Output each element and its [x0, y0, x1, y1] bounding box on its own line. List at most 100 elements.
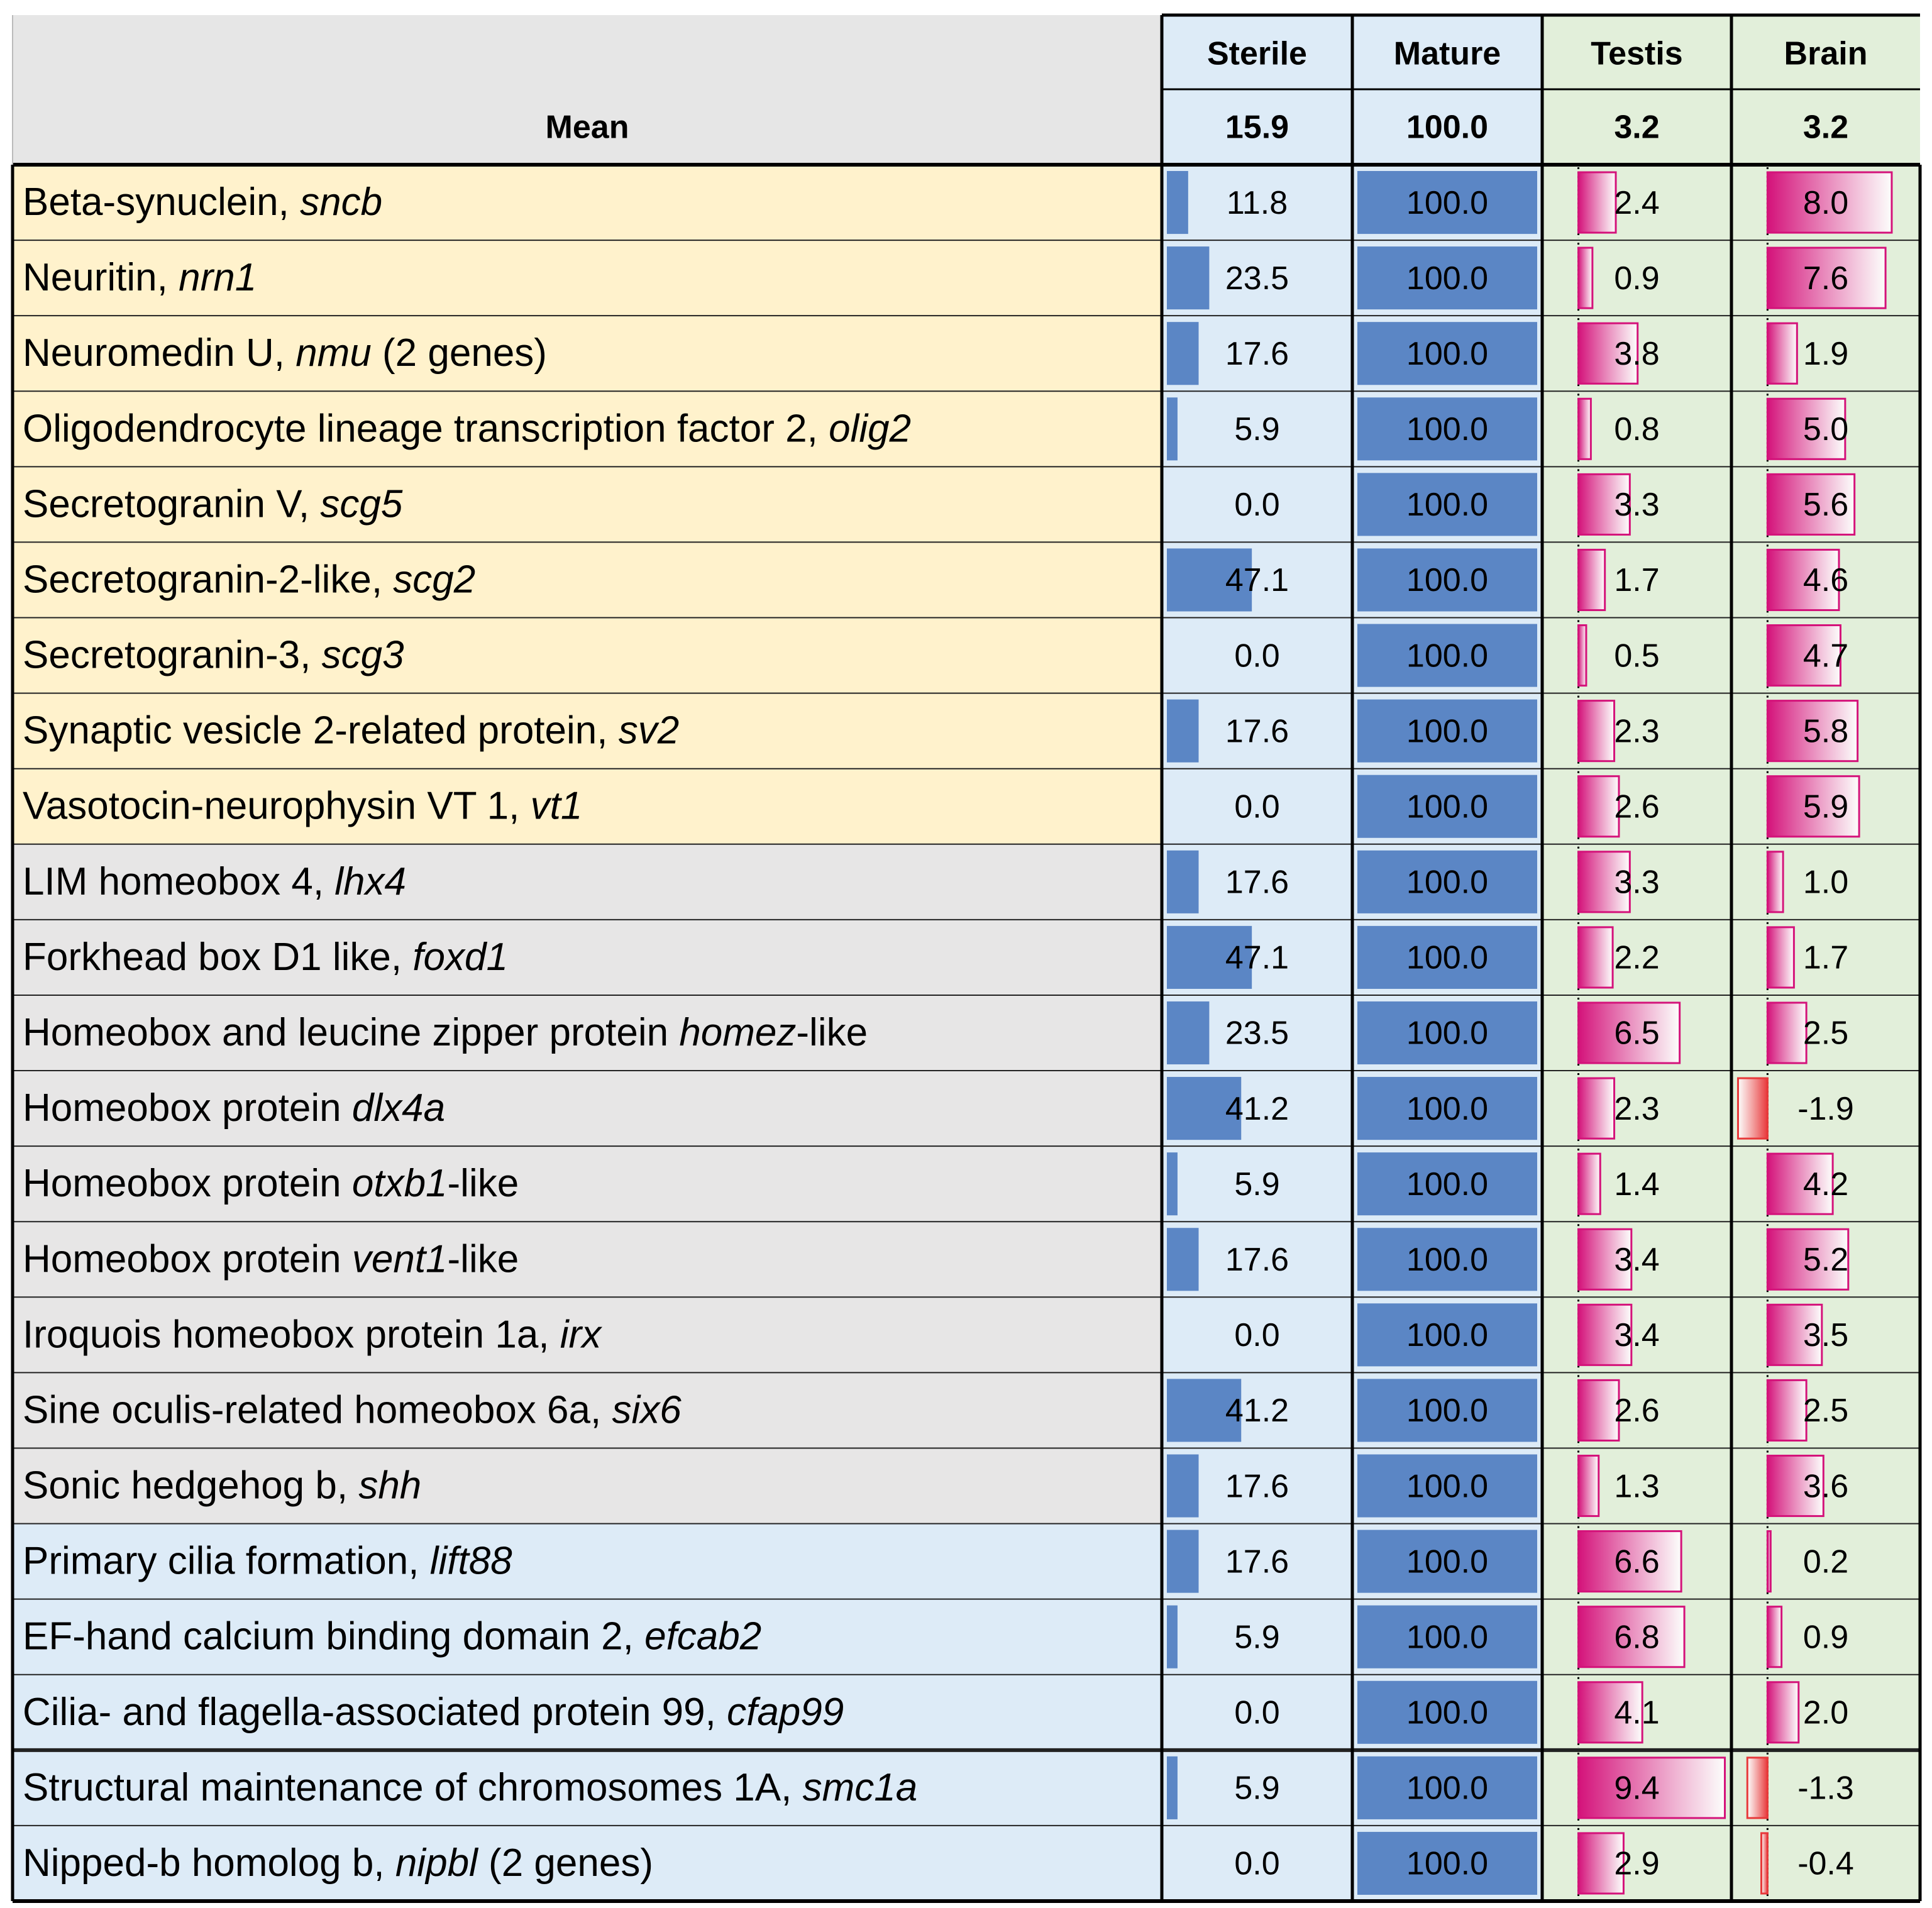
row-label: Synaptic vesicle 2-related protein, sv2	[23, 709, 679, 753]
bar	[1357, 1756, 1537, 1819]
cell-value: 0.9	[1803, 1619, 1848, 1655]
cell-value: 47.1	[1225, 562, 1289, 598]
row-label: Neuromedin U, nmu (2 genes)	[23, 332, 547, 375]
bar	[1357, 1303, 1537, 1367]
cell-value: 100.0	[1406, 864, 1488, 901]
bar	[1167, 171, 1188, 234]
cell-value: 6.8	[1614, 1619, 1659, 1655]
label-part: dlx4a	[352, 1086, 445, 1130]
row-label: Beta-synuclein, sncb	[23, 180, 382, 224]
row-label: Primary cilia formation, lift88	[23, 1540, 512, 1583]
value-cell	[1542, 466, 1731, 543]
label-part: olig2	[829, 407, 911, 451]
bar	[1357, 624, 1537, 687]
cell-value: 17.6	[1225, 713, 1289, 749]
cell-value: 100.0	[1406, 1015, 1488, 1052]
label-part: Primary cilia formation,	[23, 1540, 430, 1583]
label-part: otxb1	[352, 1162, 448, 1206]
value-cell	[1731, 1674, 1920, 1750]
cell-value: 3.5	[1803, 1317, 1848, 1354]
bar	[1357, 850, 1537, 913]
cell-value: 100.0	[1406, 1695, 1488, 1731]
cell-value: 3.3	[1614, 864, 1659, 901]
column-name: Mature	[1394, 36, 1501, 72]
header-cell	[13, 15, 1162, 165]
value-cell	[1162, 1599, 1352, 1675]
row-label: Vasotocin-neurophysin VT 1, vt1	[23, 785, 582, 828]
cell-value: 100.0	[1406, 562, 1488, 598]
label-part: Homeobox protein	[23, 1238, 352, 1281]
label-part: nrn1	[179, 256, 257, 300]
header-title: Mean	[546, 109, 629, 146]
bar	[1357, 246, 1537, 310]
bar	[1577, 1756, 1726, 1819]
value-cell	[1162, 1750, 1352, 1826]
value-cell	[1162, 1297, 1352, 1373]
bar	[1577, 1228, 1633, 1291]
bar	[1766, 700, 1859, 763]
value-cell	[1542, 240, 1731, 316]
value-cell	[1731, 919, 1920, 995]
label-part: shh	[358, 1464, 421, 1508]
bar	[1766, 473, 1856, 536]
cell-value: 2.9	[1614, 1846, 1659, 1882]
cell-value: 5.9	[1234, 1619, 1279, 1655]
cell-value: 100.0	[1406, 1242, 1488, 1278]
label-cell	[13, 1221, 1162, 1298]
label-part: efcab2	[644, 1615, 761, 1658]
row-label: EF-hand calcium binding domain 2, efcab2	[23, 1615, 761, 1658]
bar	[1357, 1605, 1537, 1668]
cell-value: 23.5	[1225, 1015, 1289, 1052]
cell-value: 5.9	[1803, 788, 1848, 825]
cell-value: 41.2	[1225, 1091, 1289, 1127]
bar	[1357, 1228, 1537, 1291]
cell-value: -1.9	[1797, 1091, 1854, 1127]
bar	[1577, 171, 1617, 234]
cell-value: 100.0	[1406, 1317, 1488, 1354]
cell-value: 100.0	[1406, 411, 1488, 448]
label-part: nipbl	[395, 1841, 479, 1885]
label-part: Iroquois homeobox protein 1a,	[23, 1313, 560, 1357]
bar	[1167, 1001, 1210, 1065]
value-cell	[1731, 1297, 1920, 1373]
value-cell	[1162, 1825, 1352, 1901]
bar	[1167, 1756, 1178, 1819]
bar	[1167, 548, 1252, 612]
label-part: Secretogranin V,	[23, 483, 320, 526]
cell-value: 0.0	[1234, 1846, 1279, 1882]
cell-value: 100.0	[1406, 1091, 1488, 1127]
cell-value: 6.5	[1614, 1015, 1659, 1052]
label-part: -like	[448, 1162, 519, 1206]
row-label: Secretogranin V, scg5	[23, 483, 403, 526]
label-part: six6	[612, 1389, 682, 1432]
cell-value: 100.0	[1406, 713, 1488, 749]
column-name: Sterile	[1207, 36, 1307, 72]
label-part: sncb	[300, 180, 382, 224]
label-part: Nipped-b homolog b,	[23, 1841, 395, 1885]
bar	[1167, 397, 1178, 461]
value-cell	[1542, 165, 1731, 241]
bar	[1577, 1303, 1633, 1366]
cell-value: 100.0	[1406, 1846, 1488, 1882]
cell-value: -1.3	[1797, 1770, 1854, 1807]
bar	[1167, 1605, 1178, 1668]
cell-value: 100.0	[1406, 1392, 1488, 1429]
cell-value: 2.4	[1614, 185, 1659, 221]
label-cell	[13, 995, 1162, 1071]
value-cell	[1542, 1297, 1731, 1373]
label-cell	[13, 1674, 1162, 1750]
value-cell	[1542, 919, 1731, 995]
label-part: Neuromedin U,	[23, 332, 295, 375]
bar	[1766, 1152, 1834, 1215]
bar	[1577, 322, 1639, 385]
label-part: scg2	[393, 558, 475, 602]
bar	[1577, 473, 1631, 536]
label-part: homez	[679, 1011, 796, 1054]
label-part: Sine oculis-related homeobox 6a,	[23, 1389, 612, 1432]
value-cell	[1731, 1599, 1920, 1675]
cell-value: 2.6	[1614, 788, 1659, 825]
cell-value: 100.0	[1406, 1166, 1488, 1203]
value-cell	[1162, 1146, 1352, 1222]
cell-value: 1.4	[1614, 1166, 1659, 1203]
cell-value: 100.0	[1406, 185, 1488, 221]
